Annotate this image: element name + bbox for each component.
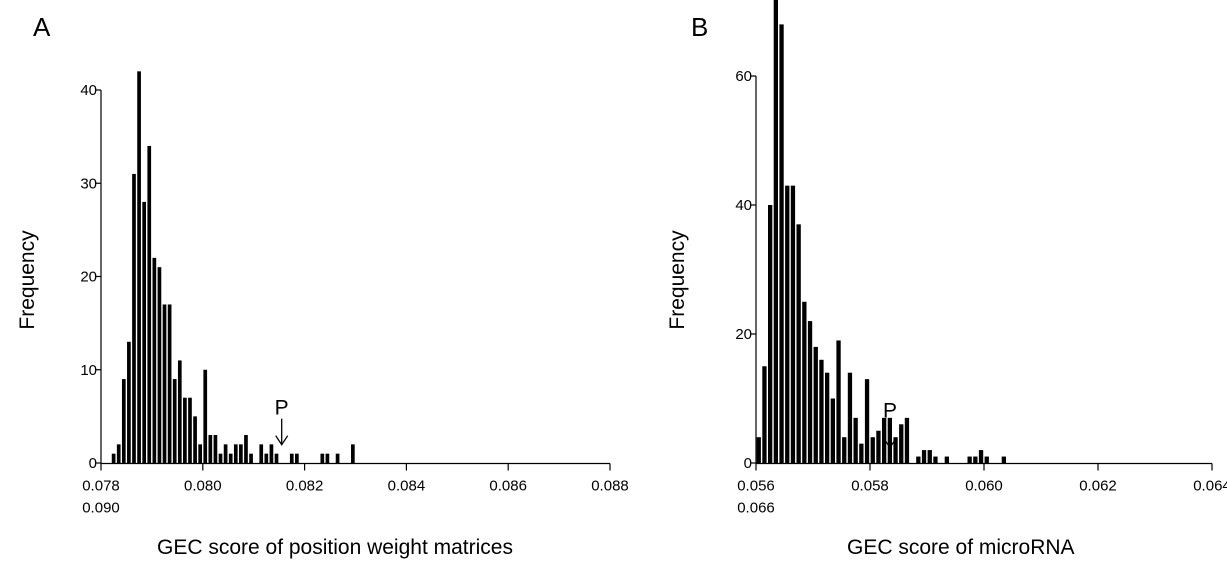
y-tick-label: 40 xyxy=(80,82,97,99)
histogram-bar xyxy=(142,201,147,463)
histogram-bar xyxy=(320,453,325,463)
y-tick-label: 30 xyxy=(80,175,97,192)
histogram-bar xyxy=(264,453,269,463)
histogram-bar xyxy=(152,257,157,463)
histogram-bar xyxy=(132,173,136,464)
histogram-bar xyxy=(147,145,152,463)
annotation-label: P xyxy=(275,397,289,420)
histogram-bar xyxy=(116,444,121,463)
x-tick-label: 0.086 xyxy=(489,478,527,495)
histogram-bar xyxy=(162,304,167,463)
histogram-bar xyxy=(203,369,208,463)
histogram-bar xyxy=(289,453,294,463)
x-tick-label: 0.088 xyxy=(591,478,629,495)
histogram-bar xyxy=(249,453,253,463)
histogram-bar xyxy=(335,453,340,463)
histogram-bar xyxy=(351,444,355,463)
histogram-bar xyxy=(121,379,126,463)
histogram-bar xyxy=(259,444,264,463)
annotation-arrowhead xyxy=(275,435,289,446)
histogram-bar xyxy=(223,444,228,463)
histogram-bar xyxy=(177,360,182,463)
histogram-bar xyxy=(111,453,116,463)
histogram-bar xyxy=(233,444,238,463)
panel-b-xlabel: GEC score of microRNA xyxy=(847,536,1075,559)
histogram-bar xyxy=(218,453,223,463)
histogram-bar xyxy=(193,416,197,463)
histogram-bar xyxy=(274,453,279,463)
x-tick-label: 0.082 xyxy=(286,478,324,495)
panel-b-label: B xyxy=(691,12,709,42)
histogram-bar xyxy=(167,304,172,463)
histogram-bar xyxy=(172,379,177,463)
histogram-bar xyxy=(325,453,330,463)
histogram-bar xyxy=(213,435,218,463)
histogram-bar xyxy=(137,71,141,463)
y-tick-label: 0 xyxy=(89,455,97,472)
x-extra-tick-label: 0.090 xyxy=(82,500,120,517)
histogram-bar xyxy=(239,444,243,463)
panel-a-xlabel: GEC score of position weight matrices xyxy=(157,536,513,559)
panel-a-label: A xyxy=(33,12,51,42)
x-tick-label: 0.080 xyxy=(184,478,222,495)
histogram-bar xyxy=(157,267,162,463)
x-tick-label: 0.078 xyxy=(82,478,120,495)
histogram-bar xyxy=(244,435,248,463)
y-tick-label: 20 xyxy=(80,269,97,286)
histogram-bar xyxy=(269,444,274,463)
y-tick-label: 10 xyxy=(80,362,97,379)
histogram-bar xyxy=(127,341,131,463)
histogram-bar xyxy=(295,453,299,463)
histogram-bar xyxy=(188,397,192,463)
histogram-bar xyxy=(228,453,233,463)
x-tick-label: 0.084 xyxy=(388,478,426,495)
panel-b-ylabel: Frequency xyxy=(666,230,689,330)
histogram-bar xyxy=(208,435,213,463)
histogram-bar xyxy=(198,444,202,463)
histogram-bar xyxy=(183,397,187,463)
